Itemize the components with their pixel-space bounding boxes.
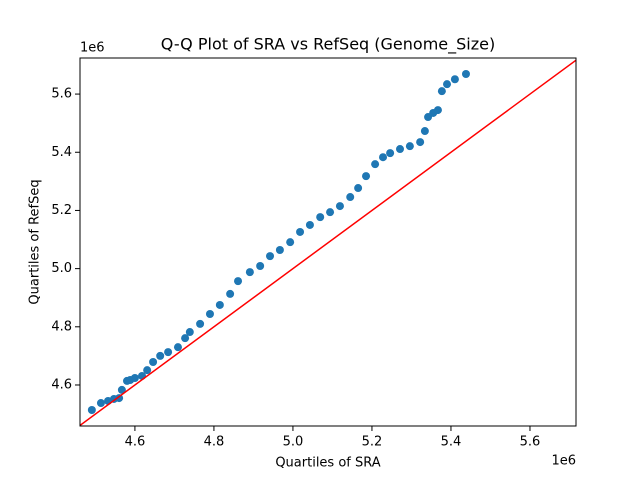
y-tick-label: 5.4 [51, 145, 72, 160]
point [437, 87, 446, 96]
point [416, 138, 425, 147]
point [173, 343, 182, 352]
point [305, 220, 314, 229]
point [164, 348, 173, 357]
point [335, 202, 344, 211]
point [354, 184, 363, 193]
point [433, 106, 442, 115]
reference-line [80, 59, 576, 426]
point [371, 160, 380, 169]
point [205, 310, 214, 318]
point [275, 246, 284, 254]
x-tick-label: 5.2 [362, 435, 383, 450]
point [296, 227, 305, 236]
point [316, 213, 325, 222]
x-offset-label: 1e6 [551, 454, 576, 469]
point [130, 374, 139, 382]
y-tick-label: 5.2 [51, 203, 72, 218]
point [326, 208, 335, 217]
point [379, 153, 388, 162]
point [143, 366, 152, 375]
y-tick-label: 4.6 [51, 377, 72, 392]
point [461, 70, 470, 78]
point [196, 319, 205, 328]
point [181, 334, 190, 343]
point [215, 300, 224, 309]
point [245, 268, 254, 277]
point [87, 406, 96, 414]
point [362, 172, 371, 181]
point [226, 289, 235, 298]
point [450, 75, 459, 84]
x-axis-label: Quartiles of SRA [275, 456, 380, 471]
point [234, 277, 243, 286]
y-axis-label: Quartiles of RefSeq [28, 179, 43, 304]
point [256, 262, 265, 270]
x-tick-label: 5.4 [441, 435, 462, 450]
point [286, 238, 295, 247]
y-tick-label: 4.8 [51, 319, 72, 334]
x-tick-label: 4.6 [125, 435, 146, 450]
plot-area [80, 59, 576, 426]
x-tick-label: 5.6 [520, 435, 541, 450]
point [96, 399, 105, 408]
point [266, 252, 275, 261]
point [185, 328, 194, 337]
axes-frame [79, 57, 577, 427]
point [396, 145, 404, 154]
point [156, 351, 165, 360]
point [346, 193, 355, 202]
point [117, 385, 126, 394]
chart-title: Q-Q Plot of SRA vs RefSeq (Genome_Size) [161, 35, 495, 55]
point [405, 142, 414, 151]
point [386, 149, 395, 158]
point [443, 80, 452, 89]
y-tick-label: 5.6 [51, 87, 72, 102]
point [420, 127, 429, 136]
point [149, 358, 158, 366]
y-tick-label: 5.0 [51, 261, 72, 276]
x-tick-label: 4.8 [204, 435, 225, 450]
x-tick-label: 5.0 [283, 435, 304, 450]
y-offset-label: 1e6 [80, 41, 105, 56]
